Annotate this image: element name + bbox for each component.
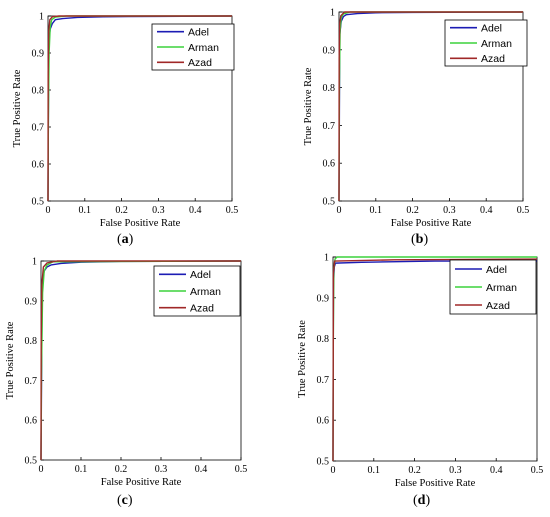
legend-entry-arman: Arman bbox=[481, 38, 512, 50]
roc-panel-d: 0 0.1 0.2 0.3 0.4 0.5 0.5 0.6 0.7 0.8 0.9 1 False Po… bbox=[290, 252, 550, 517]
y-tick-label: 0.7 bbox=[317, 375, 330, 386]
roc-panel-c: 0 0.1 0.2 0.3 0.4 0.5 0.5 0.6 0.7 0.8 0.9 1 False Po… bbox=[0, 252, 275, 517]
y-tick-label: 0.6 bbox=[323, 159, 336, 170]
y-axis-label: True Positive Rate bbox=[303, 67, 314, 145]
y-tick-label: 0.5 bbox=[32, 197, 45, 208]
x-tick-label: 0 bbox=[331, 465, 336, 476]
x-axis-label: False Positive Rate bbox=[391, 218, 472, 229]
legend-entry-arman: Arman bbox=[190, 286, 221, 298]
x-tick-label: 0.3 bbox=[449, 465, 462, 476]
x-tick-label: 0.5 bbox=[517, 205, 530, 216]
x-tick-label: 0.4 bbox=[490, 465, 503, 476]
y-tick-label: 0.8 bbox=[323, 83, 336, 94]
y-tick-label: 1 bbox=[324, 253, 329, 264]
y-axis-label: True Positive Rate bbox=[12, 69, 23, 147]
x-axis-label: False Positive Rate bbox=[101, 477, 182, 488]
series-line-azad bbox=[40, 260, 241, 461]
x-tick-label: 0.5 bbox=[235, 464, 248, 475]
y-tick-label: 1 bbox=[32, 257, 37, 268]
legend-entry-arman: Arman bbox=[188, 42, 219, 54]
y-tick-label: 0.8 bbox=[25, 336, 38, 347]
roc-chart-c: 0 0.1 0.2 0.3 0.4 0.5 0.5 0.6 0.7 0.8 0.9 1 False Po… bbox=[5, 257, 248, 489]
y-tick-label: 0.6 bbox=[25, 416, 38, 427]
x-tick-label: 0.1 bbox=[368, 465, 381, 476]
panel-caption-b: (b) bbox=[411, 232, 429, 247]
panel-caption-c: (c) bbox=[117, 493, 133, 508]
panel-caption-a: (a) bbox=[117, 232, 134, 247]
x-tick-label: 0.3 bbox=[152, 205, 165, 216]
y-tick-label: 0.8 bbox=[317, 334, 330, 345]
x-axis-label: False Positive Rate bbox=[100, 218, 181, 229]
x-tick-label: 0 bbox=[39, 464, 44, 475]
y-tick-label: 0.6 bbox=[317, 416, 330, 427]
y-tick-label: 1 bbox=[330, 8, 335, 19]
x-tick-label: 0 bbox=[46, 205, 51, 216]
x-tick-label: 0.3 bbox=[155, 464, 168, 475]
y-tick-label: 0.9 bbox=[323, 45, 336, 56]
legend-entry-adel: Adel bbox=[190, 269, 211, 281]
y-tick-label: 0.6 bbox=[32, 160, 45, 171]
x-tick-label: 0.2 bbox=[115, 464, 128, 475]
x-tick-label: 0.2 bbox=[408, 465, 421, 476]
y-tick-label: 0.9 bbox=[32, 49, 45, 60]
panel-caption-d: (d) bbox=[413, 493, 431, 508]
y-tick-label: 0.7 bbox=[25, 376, 38, 387]
series-line-azad bbox=[47, 15, 232, 202]
roc-chart-d: 0 0.1 0.2 0.3 0.4 0.5 0.5 0.6 0.7 0.8 0.9 1 False Po… bbox=[297, 253, 544, 490]
x-tick-label: 0.4 bbox=[480, 205, 493, 216]
x-tick-label: 0.3 bbox=[443, 205, 456, 216]
x-tick-label: 0.5 bbox=[226, 205, 239, 216]
y-tick-label: 0.7 bbox=[323, 121, 336, 132]
x-tick-label: 0.2 bbox=[115, 205, 128, 216]
legend-entry-adel: Adel bbox=[481, 22, 502, 34]
x-axis-label: False Positive Rate bbox=[395, 478, 476, 489]
y-axis-label: True Positive Rate bbox=[5, 321, 16, 399]
y-tick-label: 1 bbox=[39, 12, 44, 23]
series-line-azad bbox=[332, 258, 538, 462]
x-tick-label: 0.1 bbox=[370, 205, 383, 216]
y-axis-label: True Positive Rate bbox=[297, 320, 308, 398]
legend-entry-azad: Azad bbox=[486, 300, 510, 312]
roc-chart-b: 0 0.1 0.2 0.3 0.4 0.5 0.5 0.6 0.7 0.8 0.9 1 False Po… bbox=[303, 8, 530, 230]
y-tick-label: 0.9 bbox=[25, 296, 38, 307]
legend-entry-azad: Azad bbox=[481, 53, 505, 65]
x-tick-label: 0.1 bbox=[79, 205, 92, 216]
roc-panel-b: 0 0.1 0.2 0.3 0.4 0.5 0.5 0.6 0.7 0.8 0.9 1 False Po… bbox=[295, 0, 550, 258]
caption-letter-b: b bbox=[415, 232, 424, 247]
x-tick-label: 0 bbox=[337, 205, 342, 216]
y-tick-label: 0.9 bbox=[317, 293, 330, 304]
roc-chart-a: 0 0.1 0.2 0.3 0.4 0.5 0.5 0.6 0.7 0.8 0.9 1 False Po… bbox=[12, 12, 239, 230]
y-tick-label: 0.5 bbox=[317, 457, 330, 468]
legend-entry-adel: Adel bbox=[486, 264, 507, 276]
x-tick-label: 0.2 bbox=[406, 205, 419, 216]
y-tick-label: 0.8 bbox=[32, 86, 45, 97]
y-tick-label: 0.7 bbox=[32, 123, 45, 134]
legend-entry-azad: Azad bbox=[188, 57, 212, 69]
series-line-azad bbox=[338, 11, 523, 202]
y-tick-label: 0.5 bbox=[25, 456, 38, 467]
x-tick-label: 0.5 bbox=[531, 465, 544, 476]
y-tick-label: 0.5 bbox=[323, 197, 336, 208]
x-tick-label: 0.4 bbox=[189, 205, 202, 216]
caption-letter-a: a bbox=[121, 232, 129, 247]
roc-panel-a: 0 0.1 0.2 0.3 0.4 0.5 0.5 0.6 0.7 0.8 0.9 1 False Po… bbox=[0, 0, 275, 258]
legend-entry-arman: Arman bbox=[486, 282, 517, 294]
caption-letter-d: d bbox=[417, 493, 426, 508]
caption-letter-c: c bbox=[121, 493, 128, 508]
legend-entry-adel: Adel bbox=[188, 26, 209, 38]
x-tick-label: 0.1 bbox=[75, 464, 88, 475]
x-tick-label: 0.4 bbox=[195, 464, 208, 475]
legend-entry-azad: Azad bbox=[190, 302, 214, 314]
